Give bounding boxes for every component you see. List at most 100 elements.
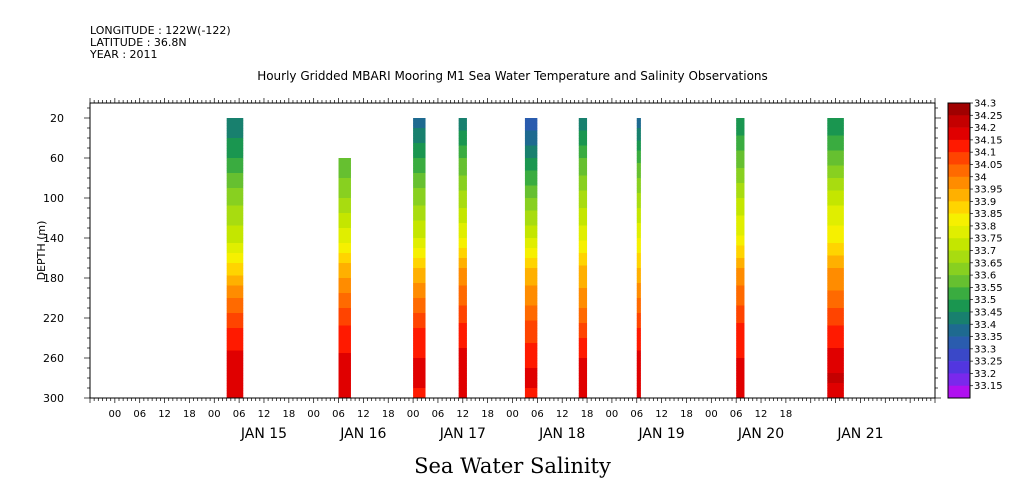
data-cell <box>226 190 244 194</box>
data-cell <box>524 380 538 384</box>
data-cell <box>636 348 641 351</box>
data-cell <box>636 120 641 124</box>
data-cell <box>578 250 588 254</box>
data-cell <box>458 290 467 294</box>
data-cell <box>736 263 745 266</box>
data-cell <box>736 313 745 316</box>
data-cell <box>338 208 351 211</box>
data-cell <box>413 390 426 394</box>
data-cell <box>458 218 467 221</box>
colorbar-swatch <box>948 176 970 190</box>
data-cell <box>338 288 351 291</box>
data-cell <box>578 358 588 361</box>
data-cell <box>413 308 426 311</box>
data-cell <box>524 253 538 256</box>
data-cell <box>524 383 538 386</box>
data-cell <box>413 218 426 221</box>
data-cell <box>736 208 745 211</box>
data-cell <box>636 180 641 184</box>
data-cell <box>636 143 641 146</box>
data-cell <box>338 343 351 346</box>
data-cell <box>226 393 244 396</box>
data-cell <box>827 128 844 131</box>
data-cell <box>524 233 538 236</box>
data-cell <box>827 155 844 159</box>
data-cell <box>226 275 244 279</box>
data-cell <box>736 288 745 291</box>
data-cell <box>736 148 745 151</box>
data-cell <box>524 255 538 259</box>
data-cell <box>458 165 467 169</box>
data-cell <box>636 238 641 241</box>
data-cell <box>736 393 745 396</box>
data-cell <box>636 200 641 204</box>
data-cell <box>458 310 467 314</box>
data-cell <box>226 210 244 214</box>
data-cell <box>226 183 244 186</box>
data-cell <box>578 225 588 229</box>
data-cell <box>636 300 641 304</box>
data-cell <box>413 295 426 299</box>
data-cell <box>827 358 844 361</box>
data-cell <box>338 273 351 276</box>
data-cell <box>413 395 426 399</box>
data-cell <box>338 170 351 174</box>
data-cell <box>736 198 745 201</box>
data-cell <box>736 215 745 219</box>
data-cell <box>636 145 641 149</box>
data-cell <box>524 323 538 326</box>
data-cell <box>458 220 467 224</box>
data-cell <box>827 293 844 296</box>
data-cell <box>413 245 426 249</box>
data-cell <box>636 288 641 291</box>
x-date-label: JAN 15 <box>240 426 287 442</box>
data-cell <box>413 125 426 129</box>
y-tick-label: 140 <box>43 232 64 245</box>
data-cell <box>458 245 467 249</box>
data-cell <box>827 195 844 199</box>
data-cell <box>578 258 588 261</box>
data-cell <box>338 388 351 391</box>
data-cell <box>226 348 244 351</box>
data-cell <box>458 160 467 164</box>
data-cell <box>458 225 467 229</box>
data-cell <box>413 235 426 239</box>
x-hour-tick-label: 18 <box>282 409 295 420</box>
data-cell <box>458 348 467 351</box>
data-cell <box>338 223 351 226</box>
data-cell <box>827 260 844 264</box>
data-cell <box>413 353 426 356</box>
data-cell <box>338 280 351 284</box>
data-cell <box>524 130 538 134</box>
data-cell <box>524 283 538 286</box>
data-cell <box>458 120 467 124</box>
data-cell <box>413 360 426 364</box>
data-cell <box>827 368 844 371</box>
data-cell <box>524 295 538 299</box>
data-cell <box>636 275 641 279</box>
data-cell <box>736 125 745 129</box>
data-cell <box>524 338 538 341</box>
data-cell <box>413 358 426 361</box>
data-cell <box>413 373 426 376</box>
data-cell <box>524 218 538 221</box>
data-cell <box>827 335 844 339</box>
data-cell <box>736 135 745 139</box>
data-cell <box>413 280 426 284</box>
data-cell <box>458 390 467 394</box>
data-cell <box>458 203 467 206</box>
data-cell <box>636 183 641 186</box>
data-cell <box>578 348 588 351</box>
data-cell <box>827 323 844 326</box>
data-cell <box>338 295 351 299</box>
data-cell <box>578 193 588 196</box>
x-hour-tick-label: 12 <box>556 409 569 420</box>
colorbar-label: 33.75 <box>974 234 1003 245</box>
data-cell <box>338 375 351 379</box>
data-cell <box>338 335 351 339</box>
data-cell <box>226 315 244 319</box>
data-cell <box>827 355 844 359</box>
data-cell <box>736 310 745 314</box>
data-cell <box>458 355 467 359</box>
data-cell <box>413 278 426 281</box>
